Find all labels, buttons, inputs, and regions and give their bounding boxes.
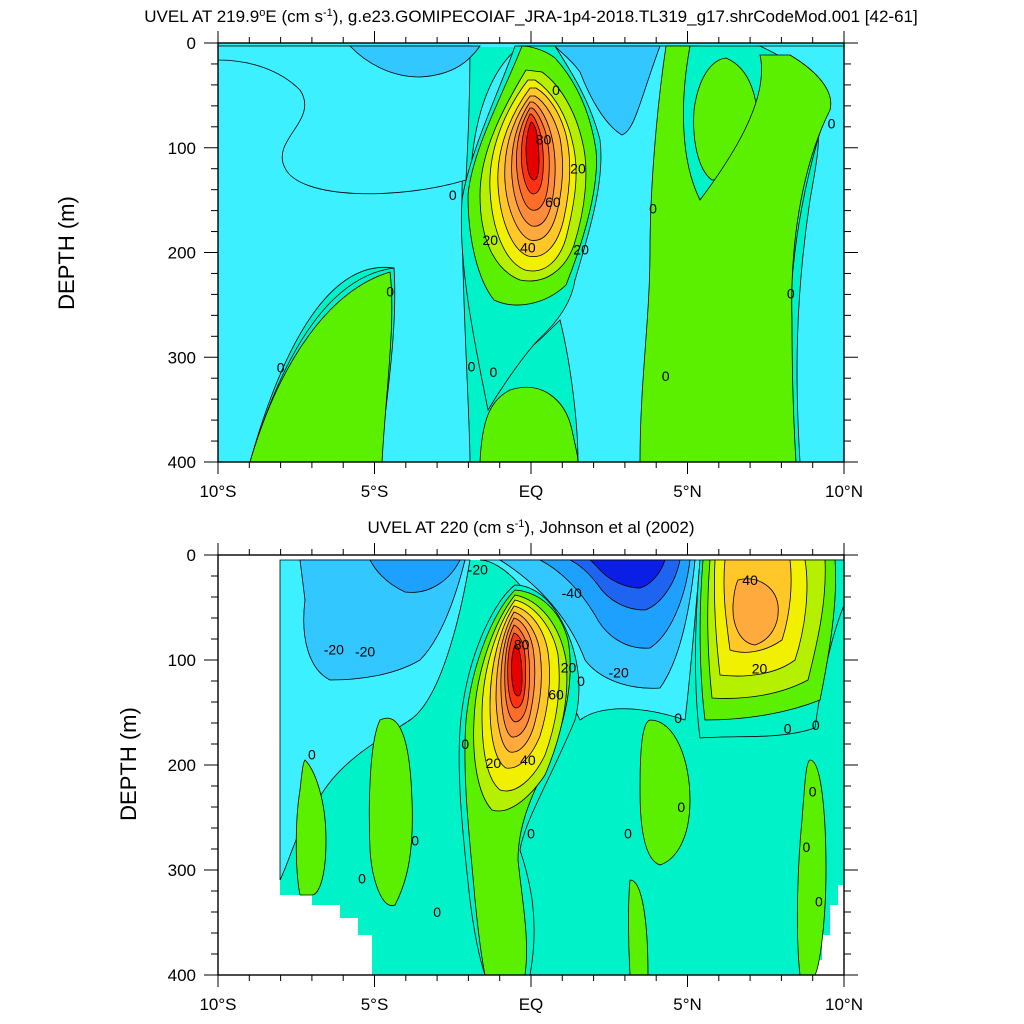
x-tick-label: 5°S [361, 995, 389, 1014]
x-tick-label: 10°N [825, 995, 863, 1014]
contour-label: 0 [468, 359, 476, 375]
contour-label: 60 [545, 194, 561, 210]
bottom-axis-ticks [204, 543, 858, 987]
x-tick-label: 10°N [825, 482, 863, 501]
x-tick-label: 5°N [673, 995, 702, 1014]
contour-label: 20 [573, 241, 589, 257]
y-tick-label: 300 [168, 861, 196, 880]
contour-label: 0 [809, 783, 817, 799]
contour-label: -40 [562, 585, 582, 601]
contour-label: 0 [577, 673, 585, 689]
contour-label: 0 [277, 360, 285, 376]
contour-label: 60 [548, 687, 564, 703]
bottom-east-jet-50 [732, 578, 779, 646]
contour-label: 0 [812, 717, 820, 733]
x-tick-label: 5°N [673, 482, 702, 501]
contour-label: 20 [561, 659, 577, 675]
contour-label: 20 [486, 755, 502, 771]
contour-label: 0 [649, 201, 657, 217]
bottom-pos-band-west [295, 759, 327, 896]
top-negative-pocket-west [217, 45, 471, 195]
contour-label: 20 [752, 660, 768, 676]
contour-label: 0 [449, 187, 457, 203]
contour-label: 0 [828, 116, 836, 132]
top-negative-pocket-north [349, 45, 481, 78]
bottom-eq-jet-core-90 [511, 644, 523, 697]
x-tick-label: EQ [519, 482, 544, 501]
contour-label: -20 [468, 562, 488, 578]
contour-label: 0 [674, 710, 682, 726]
top-region-eq-deep-10 [479, 386, 579, 463]
contour-label: 0 [787, 285, 795, 301]
contour-label: 0 [461, 736, 469, 752]
contour-label: 20 [483, 232, 499, 248]
top-negative-core [554, 45, 661, 136]
contour-label: 0 [784, 720, 792, 736]
bottom-pos-band-sw [368, 717, 413, 906]
contour-label: 40 [520, 752, 536, 768]
contour-label: 40 [742, 572, 758, 588]
contour-label: 0 [662, 368, 670, 384]
top-x-tick-labels: 10°S 5°S EQ 5°N 10°N [199, 482, 863, 501]
contour-label: 0 [433, 904, 441, 920]
bottom-x-tick-labels: 10°S 5°S EQ 5°N 10°N [199, 995, 863, 1014]
contour-label: 0 [803, 839, 811, 855]
top-surface-strip [218, 43, 844, 47]
bottom-pos-band-se [639, 719, 691, 866]
y-tick-label: 300 [168, 348, 196, 367]
contour-label: 0 [411, 833, 419, 849]
top-region-sw-10 [249, 271, 393, 463]
contour-label: 0 [358, 870, 366, 886]
top-panel-title: UVEL AT 219.9oE (cm s-1), g.e23.GOMIPECO… [144, 7, 917, 26]
x-tick-label: 5°S [361, 482, 389, 501]
contour-label: 80 [514, 636, 530, 652]
top-axis-ticks [204, 31, 858, 474]
x-tick-label: 10°S [199, 995, 236, 1014]
bottom-panel: UVEL AT 220 (cm s-1), Johnson et al (200… [116, 518, 863, 1014]
top-panel: UVEL AT 219.9oE (cm s-1), g.e23.GOMIPECO… [54, 7, 918, 501]
top-y-tick-labels: 0 100 200 300 400 [168, 34, 196, 472]
y-tick-label: 100 [168, 651, 196, 670]
bottom-y-tick-labels: 0 100 200 300 400 [168, 546, 196, 985]
x-tick-label: EQ [519, 995, 544, 1014]
y-tick-label: 200 [168, 756, 196, 775]
contour-label: 0 [677, 799, 685, 815]
y-tick-label: 100 [168, 139, 196, 158]
contour-label: 0 [815, 894, 823, 910]
y-tick-label: 0 [187, 546, 196, 565]
bottom-panel-title: UVEL AT 220 (cm s-1), Johnson et al (200… [368, 518, 695, 537]
y-tick-label: 400 [168, 453, 196, 472]
top-eq-jet-core-90 [525, 121, 540, 181]
contour-label: -20 [355, 644, 375, 660]
y-tick-label: 0 [187, 34, 196, 53]
top-y-axis-title: DEPTH (m) [54, 196, 79, 310]
y-tick-label: 200 [168, 244, 196, 263]
contour-label: 0 [527, 825, 535, 841]
contour-label: -20 [324, 642, 344, 658]
top-region-east-10 [639, 45, 832, 463]
contour-label: 80 [536, 131, 552, 147]
contour-label: 0 [624, 825, 632, 841]
contour-label: 40 [520, 239, 536, 255]
contour-label: 20 [570, 161, 586, 177]
bottom-neg-core [588, 559, 666, 589]
contour-label: 0 [552, 82, 560, 98]
contour-label: 0 [308, 747, 316, 763]
y-tick-label: 400 [168, 966, 196, 985]
contour-label: 0 [386, 283, 394, 299]
bottom-contour-labels: 80 60 40 20 20 20 40 -20 -40 -20 -20 -20 0 0 0 0 0 0 0 0 0 0 0… [308, 562, 823, 920]
x-tick-label: 10°S [199, 482, 236, 501]
bottom-contour-field [279, 559, 845, 976]
bottom-neg-30-west [369, 559, 461, 593]
bottom-y-axis-title: DEPTH (m) [116, 707, 141, 821]
contour-label: -20 [609, 665, 629, 681]
top-contour-field [217, 43, 845, 463]
contour-label: 0 [490, 364, 498, 380]
